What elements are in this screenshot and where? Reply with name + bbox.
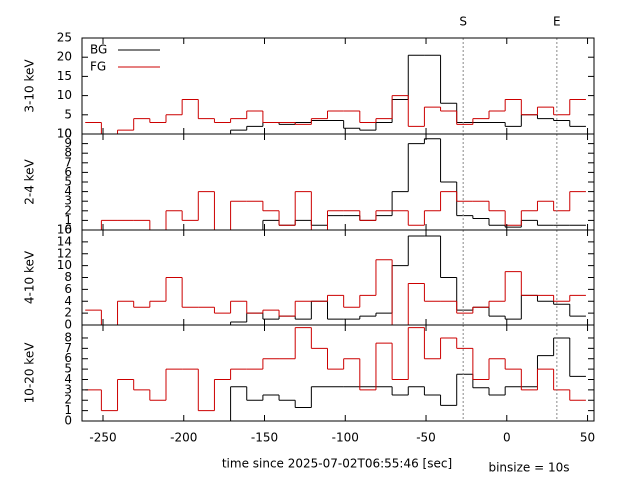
y-tick-label: 25 — [57, 31, 72, 45]
y-tick-label: 9 — [64, 136, 72, 150]
y-axis-label: 3-10 keV — [23, 59, 37, 113]
marker-label: E — [553, 15, 561, 29]
x-tick-label: -200 — [170, 431, 197, 445]
y-tick-label: 0 — [64, 414, 72, 428]
x-tick-label: 50 — [580, 431, 595, 445]
x-tick-label: 0 — [503, 431, 511, 445]
y-tick-label: 1 — [64, 213, 72, 227]
plot-frame — [81, 229, 595, 326]
y-tick-label: 12 — [57, 246, 72, 260]
y-tick-label: 2 — [64, 203, 72, 217]
y-axis-label: 2-4 keV — [23, 158, 37, 204]
plot-frame — [81, 324, 595, 422]
y-tick-label: 0 — [64, 223, 72, 237]
x-tick-label: -150 — [251, 431, 278, 445]
y-tick-label: 6 — [64, 351, 72, 365]
y-tick-label: 5 — [64, 362, 72, 376]
y-tick-label: 6 — [64, 282, 72, 296]
y-tick-label: 2 — [64, 306, 72, 320]
annotation: binsize = 10s — [488, 461, 569, 475]
y-axis-label: 4-10 keV — [23, 250, 37, 304]
y-axis-label: 10-20 keV — [23, 342, 37, 404]
x-tick-label: -250 — [89, 431, 116, 445]
x-tick-label: -100 — [332, 431, 359, 445]
y-tick-label: 7 — [64, 155, 72, 169]
plot-frame — [81, 37, 595, 135]
y-tick-label: 0 — [64, 318, 72, 332]
legend-label: BG — [90, 43, 107, 57]
y-tick-label: 6 — [64, 165, 72, 179]
y-tick-label: 5 — [64, 107, 72, 121]
y-tick-label: 8 — [64, 270, 72, 284]
y-tick-label: 7 — [64, 341, 72, 355]
y-tick-label: 16 — [57, 223, 72, 237]
x-tick-label: -50 — [416, 431, 436, 445]
y-tick-label: 10 — [57, 127, 72, 141]
y-tick-label: 3 — [64, 382, 72, 396]
y-tick-label: 1 — [64, 403, 72, 417]
y-tick-label: 3 — [64, 194, 72, 208]
x-axis-label: time since 2025-07-02T06:55:46 [sec] — [222, 457, 452, 471]
y-tick-label: 14 — [57, 234, 72, 248]
y-tick-label: 20 — [57, 50, 72, 64]
y-tick-label: 5 — [64, 175, 72, 189]
y-tick-label: 8 — [64, 330, 72, 344]
y-tick-label: 2 — [64, 393, 72, 407]
y-tick-label: 4 — [64, 372, 72, 386]
y-tick-label: 8 — [64, 146, 72, 160]
legend-label: FG — [90, 60, 106, 74]
y-tick-label: 4 — [64, 184, 72, 198]
y-tick-label: 0 — [64, 127, 72, 141]
y-tick-label: 10 — [57, 258, 72, 272]
y-tick-label: 4 — [64, 294, 72, 308]
y-tick-label: 10 — [57, 88, 72, 102]
y-tick-label: 15 — [57, 69, 72, 83]
marker-label: S — [459, 15, 467, 29]
